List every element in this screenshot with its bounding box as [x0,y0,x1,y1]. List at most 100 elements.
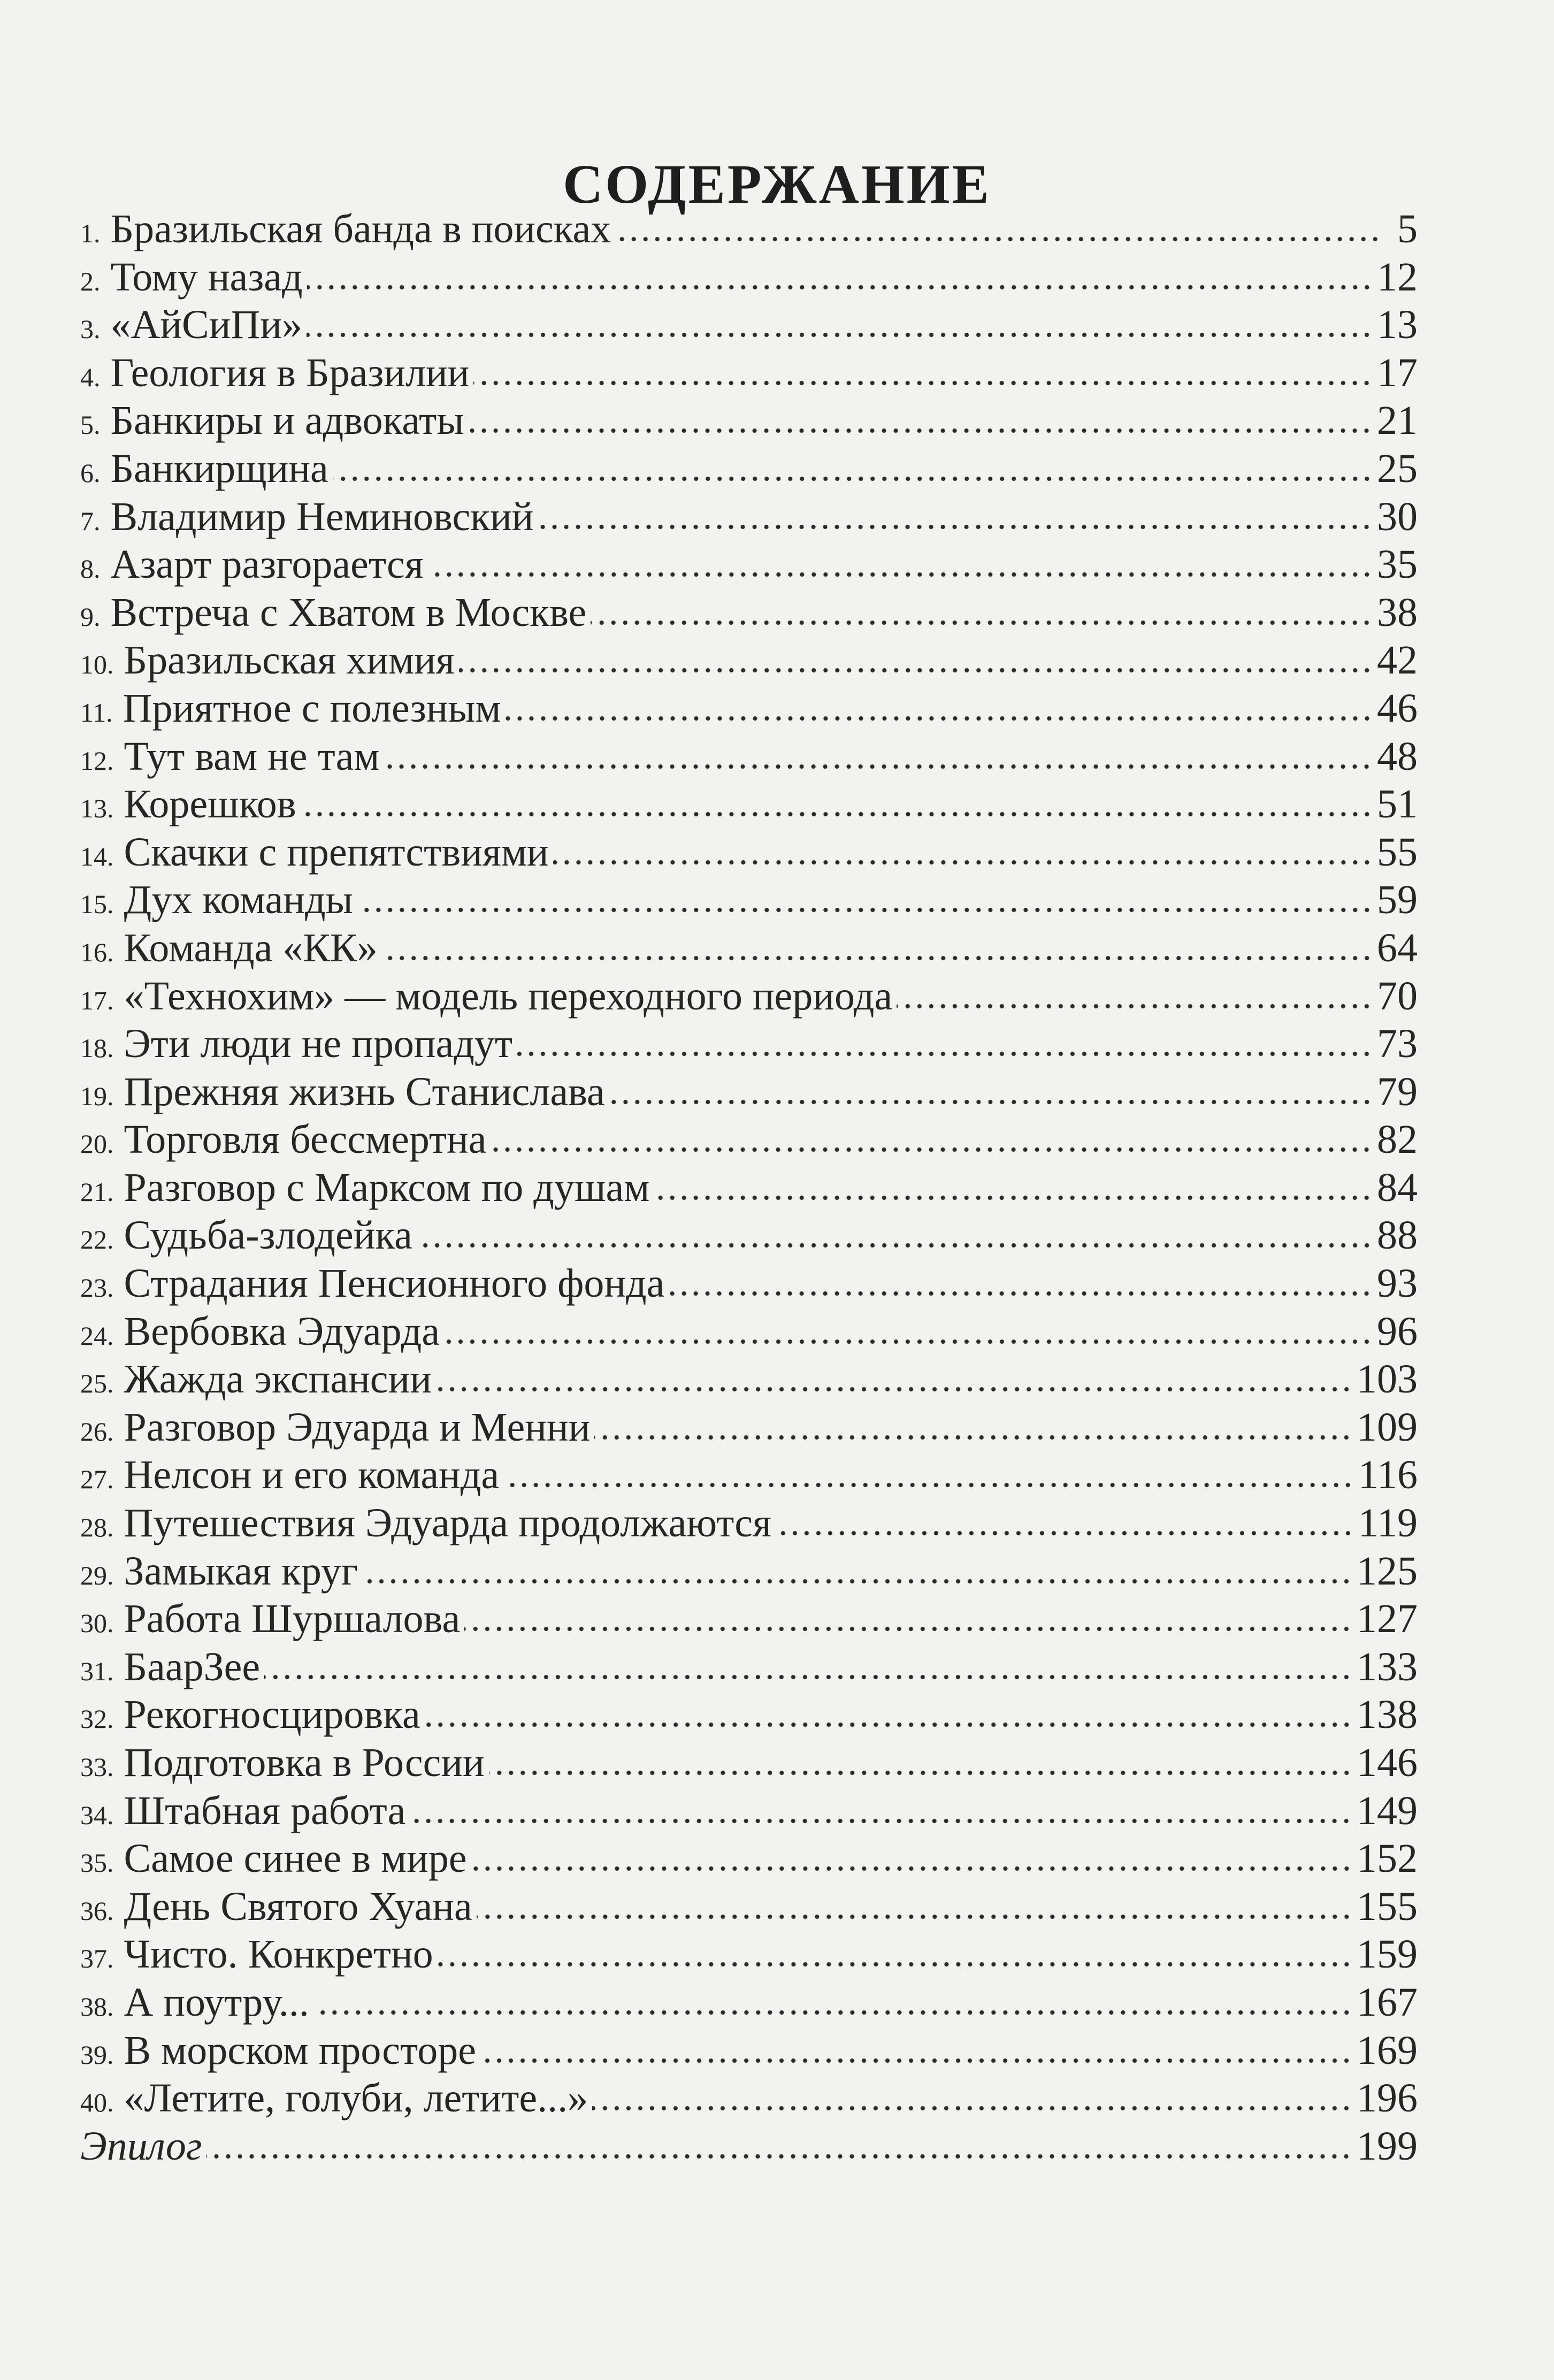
toc-entry-label: Владимир Неминовский [110,494,534,539]
toc-entry: 1. Бразильская банда в поисках 5 [80,206,1418,254]
toc-entry-page: 17 [1377,350,1418,395]
toc-entry-number: 9. [80,601,101,632]
toc-entry-label: «Технохим» — модель переходного периода [124,973,893,1019]
toc-entry-number: 19. [80,1081,114,1111]
toc-entry-number: 14. [80,841,114,871]
dot-leader [416,1242,1373,1249]
toc-entry-title: 17. «Технохим» — модель переходного пери… [80,973,892,1020]
dot-leader [410,1817,1352,1824]
toc-entry-number: 35. [80,1848,114,1878]
dot-leader [505,715,1373,722]
toc-entry: 13. Корешков 51 [80,781,1418,829]
toc-entry-title: 19. Прежняя жизнь Станислава [80,1069,605,1115]
dot-leader [592,2105,1352,2112]
dot-leader [594,1434,1352,1441]
toc-entry-number: 13. [80,793,114,824]
toc-entry-title: 9. Встреча с Хватом в Москве [80,590,586,636]
dot-leader [384,763,1373,770]
toc-entry-page: 155 [1357,1884,1418,1929]
toc-entry-title: 31. БаарЗее [80,1644,260,1690]
toc-entry-label: Судьба-злодейка [124,1213,412,1258]
dot-leader [591,619,1373,626]
toc-entry-page: 64 [1377,925,1418,970]
toc-entry-title: 23. Страдания Пенсионного фонда [80,1260,664,1307]
toc-entry-label: Чисто. Конкретно [124,1932,433,1977]
toc-entry-number: 34. [80,1800,114,1830]
toc-entry-title: 27. Нелсон и его команда [80,1452,499,1498]
dot-leader [480,2057,1352,2064]
toc-entry-number: 24. [80,1320,114,1351]
dot-leader [427,571,1373,578]
toc-entry-number: 3. [80,314,101,345]
toc-entry-page: 196 [1357,2076,1418,2121]
dot-leader [435,1386,1352,1393]
toc-entry-number: 32. [80,1704,114,1734]
toc-entry: 6. Банкирщина 25 [80,446,1418,494]
toc-entry-title: 10. Бразильская химия [80,637,455,684]
toc-entry-title: 30. Работа Шуршалова [80,1596,460,1642]
toc-entry-page: 93 [1377,1261,1418,1306]
toc-entry-title: 28. Путешествия Эдуарда продолжаются [80,1500,771,1547]
toc-entry-title: 33. Подготовка в России [80,1740,485,1786]
toc-entry-label: Рекогносцировка [124,1692,420,1738]
toc-entry-label: БаарЗее [124,1644,261,1689]
toc-entry-title: 40. «Летите, голуби, летите...» [80,2075,588,2122]
toc-entry-page: 79 [1377,1069,1418,1114]
toc-entry: 20. Торговля бессмертна 82 [80,1116,1418,1165]
toc-entry: 33. Подготовка в России 146 [80,1740,1418,1788]
toc-entry-page: 30 [1377,494,1418,539]
toc-entry-label: Работа Шуршалова [124,1596,461,1642]
toc-entry: 28. Путешествия Эдуарда продолжаются 119 [80,1500,1418,1548]
toc-entry-title: 5. Банкиры и адвокаты [80,397,464,444]
toc-entry: 40. «Летите, голуби, летите...» 196 [80,2075,1418,2123]
toc-entry-title: 15. Дух команды [80,877,353,923]
toc-entry-label: Эпилог [80,2123,202,2169]
toc-entry: 26. Разговор Эдуарда и Менни 109 [80,1404,1418,1452]
toc-entry-page: 38 [1377,590,1418,635]
dot-leader [897,1002,1373,1009]
toc-entry-number: 29. [80,1560,114,1590]
dot-leader [473,379,1373,386]
toc-entry: 10. Бразильская химия 42 [80,637,1418,685]
toc-entry-page: 88 [1377,1213,1418,1258]
toc-entry-page: 51 [1377,782,1418,827]
toc-entry: 36. День Святого Хуана 155 [80,1884,1418,1932]
dot-leader [471,1865,1352,1872]
toc-entry-page: 159 [1357,1932,1418,1977]
toc-entry-number: 5. [80,410,101,440]
dot-leader [300,811,1373,818]
toc-entry-page: 21 [1377,398,1418,443]
toc-entry-title: 26. Разговор Эдуарда и Менни [80,1404,590,1451]
toc-entry: 37. Чисто. Конкретно 159 [80,1931,1418,1979]
toc-entry: 38. А поутру... 167 [80,1979,1418,2027]
toc-entry-page: 133 [1357,1644,1418,1689]
toc-entry-page: 138 [1357,1692,1418,1738]
toc-entry-number: 31. [80,1656,114,1686]
toc-entry-title: 39. В морском просторе [80,2027,476,2074]
dot-leader [476,1913,1352,1920]
dot-leader [609,1098,1373,1105]
toc-entry-page: 13 [1377,302,1418,348]
toc-entry: Эпилог 199 [80,2123,1418,2171]
toc-entry: 32. Рекогносцировка 138 [80,1692,1418,1740]
toc-entry-title: 16. Команда «КК» [80,925,378,971]
dot-leader [444,1338,1373,1345]
toc-entry-title: 8. Азарт разгорается [80,541,424,588]
toc-entry-label: Нелсон и его команда [124,1452,500,1498]
toc-entry-label: Тому назад [110,254,303,300]
toc-entry-page: 5 [1397,206,1418,251]
dot-leader [458,667,1373,674]
toc-entry-page: 25 [1377,446,1418,491]
toc-entry-number: 33. [80,1752,114,1782]
toc-entry-label: Штабная работа [124,1788,406,1833]
toc-entry-title: 13. Корешков [80,781,296,828]
toc-entry-number: 1. [80,218,101,248]
toc-entry-label: «АйСиПи» [110,302,302,348]
toc-entry-page: 103 [1357,1357,1418,1402]
toc-entry-title: 14. Скачки с препятствиями [80,829,549,876]
toc-entry-title: 38. А поутру... [80,1979,309,2026]
dot-leader [654,1194,1373,1201]
toc-entry: 21. Разговор с Марксом по душам 84 [80,1165,1418,1213]
dot-leader [264,1673,1352,1680]
toc-entry-number: 2. [80,266,101,296]
